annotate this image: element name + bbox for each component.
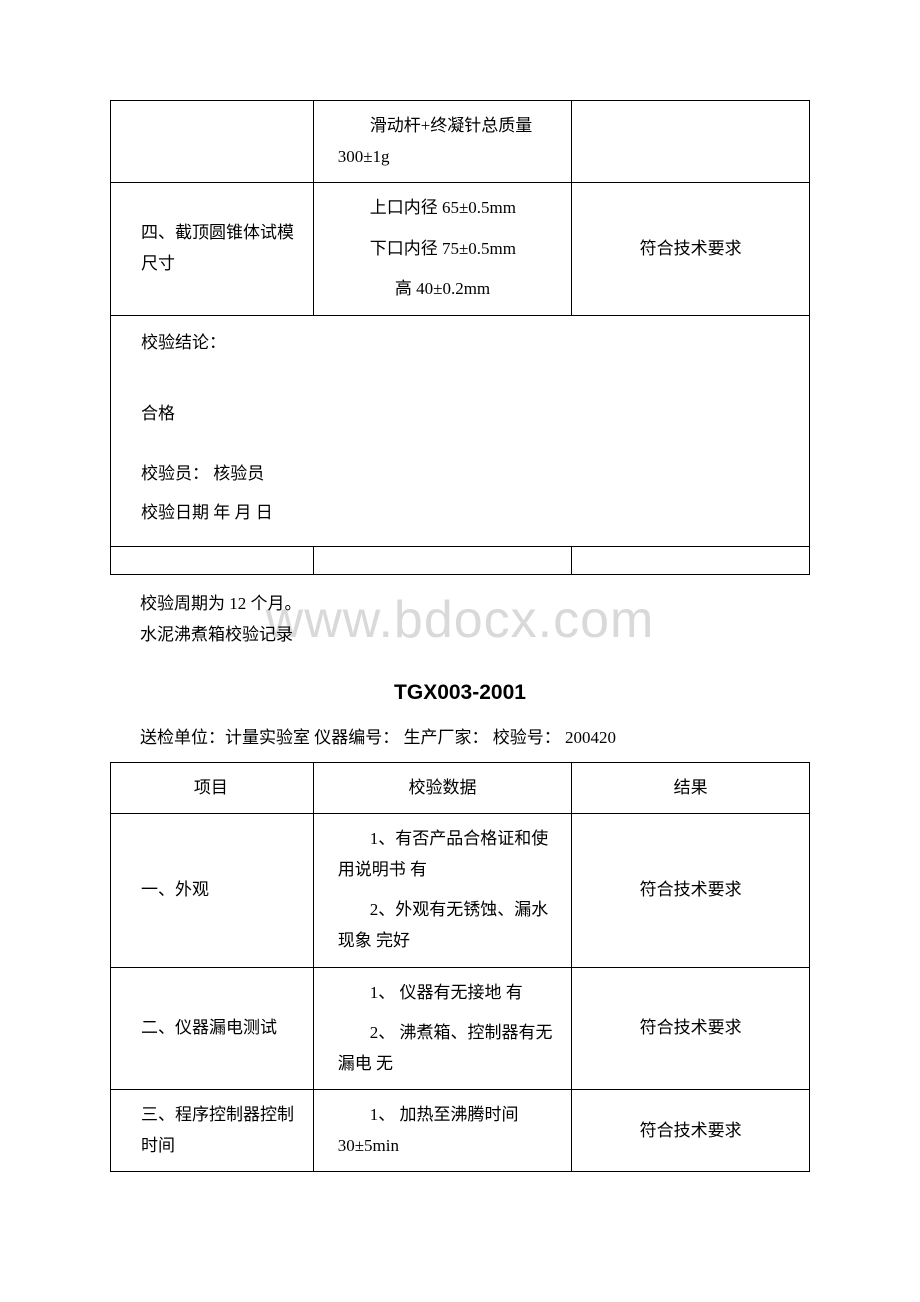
calibration-table-1: 滑动杆+终凝针总质量 300±1g 四、截顶圆锥体试模尺寸 上口内径 65±0.… [110, 100, 810, 575]
item-cell: 一、外观 [111, 814, 314, 967]
header-cell: 结果 [572, 762, 810, 814]
section-code: TGX003-2001 [110, 681, 810, 705]
spec-text: 1、有否产品合格证和使用说明书 有 [322, 824, 564, 885]
spec-cell: 1、 仪器有无接地 有 2、 沸煮箱、控制器有无漏电 无 [313, 967, 572, 1090]
conclusion-title: 校验结论： [141, 328, 779, 359]
table-row: 二、仪器漏电测试 1、 仪器有无接地 有 2、 沸煮箱、控制器有无漏电 无 符合… [111, 967, 810, 1090]
item-cell: 二、仪器漏电测试 [111, 967, 314, 1090]
table-row: 一、外观 1、有否产品合格证和使用说明书 有 2、外观有无锈蚀、漏水现象 完好 … [111, 814, 810, 967]
empty-cell [313, 547, 572, 575]
table-row: 四、截顶圆锥体试模尺寸 上口内径 65±0.5mm 下口内径 75±0.5mm … [111, 183, 810, 316]
spec-text: 滑动杆+终凝针总质量 300±1g [322, 111, 564, 172]
spec-text: 上口内径 65±0.5mm [322, 193, 564, 224]
empty-cell [572, 547, 810, 575]
period-note: 校验周期为 12 个月。 [110, 589, 810, 620]
spec-cell: 滑动杆+终凝针总质量 300±1g [313, 101, 572, 183]
spec-cell: 1、有否产品合格证和使用说明书 有 2、外观有无锈蚀、漏水现象 完好 [313, 814, 572, 967]
calibration-table-2: 项目 校验数据 结果 一、外观 1、有否产品合格证和使用说明书 有 2、外观有无… [110, 762, 810, 1173]
spec-text: 高 40±0.2mm [322, 274, 564, 305]
spec-text: 1、 加热至沸腾时间 30±5min [322, 1100, 564, 1161]
date-line: 校验日期 年 月 日 [141, 498, 779, 529]
item-cell: 三、程序控制器控制时间 [111, 1090, 314, 1172]
empty-cell [111, 547, 314, 575]
record-title: 水泥沸煮箱校验记录 [110, 620, 810, 651]
spec-text: 1、 仪器有无接地 有 [322, 978, 564, 1009]
item-cell [111, 101, 314, 183]
result-cell: 符合技术要求 [572, 814, 810, 967]
table-row: 三、程序控制器控制时间 1、 加热至沸腾时间 30±5min 符合技术要求 [111, 1090, 810, 1172]
spec-cell: 1、 加热至沸腾时间 30±5min [313, 1090, 572, 1172]
conclusion-row: 校验结论： 合格 校验员： 核验员 校验日期 年 月 日 [111, 315, 810, 546]
result-cell: 符合技术要求 [572, 183, 810, 316]
conclusion-value: 合格 [141, 399, 779, 430]
spec-cell: 上口内径 65±0.5mm 下口内径 75±0.5mm 高 40±0.2mm [313, 183, 572, 316]
header-cell: 项目 [111, 762, 314, 814]
table-row: 滑动杆+终凝针总质量 300±1g [111, 101, 810, 183]
result-cell: 符合技术要求 [572, 967, 810, 1090]
spec-text: 2、 沸煮箱、控制器有无漏电 无 [322, 1018, 564, 1079]
verifier-line: 校验员： 核验员 [141, 459, 779, 490]
spec-text: 2、外观有无锈蚀、漏水现象 完好 [322, 895, 564, 956]
empty-row [111, 547, 810, 575]
item-cell: 四、截顶圆锥体试模尺寸 [111, 183, 314, 316]
result-cell [572, 101, 810, 183]
spec-text: 下口内径 75±0.5mm [322, 234, 564, 265]
conclusion-cell: 校验结论： 合格 校验员： 核验员 校验日期 年 月 日 [111, 315, 810, 546]
header-cell: 校验数据 [313, 762, 572, 814]
result-cell: 符合技术要求 [572, 1090, 810, 1172]
submission-info: 送检单位：计量实验室 仪器编号： 生产厂家： 校验号： 200420 [110, 723, 810, 748]
header-row: 项目 校验数据 结果 [111, 762, 810, 814]
